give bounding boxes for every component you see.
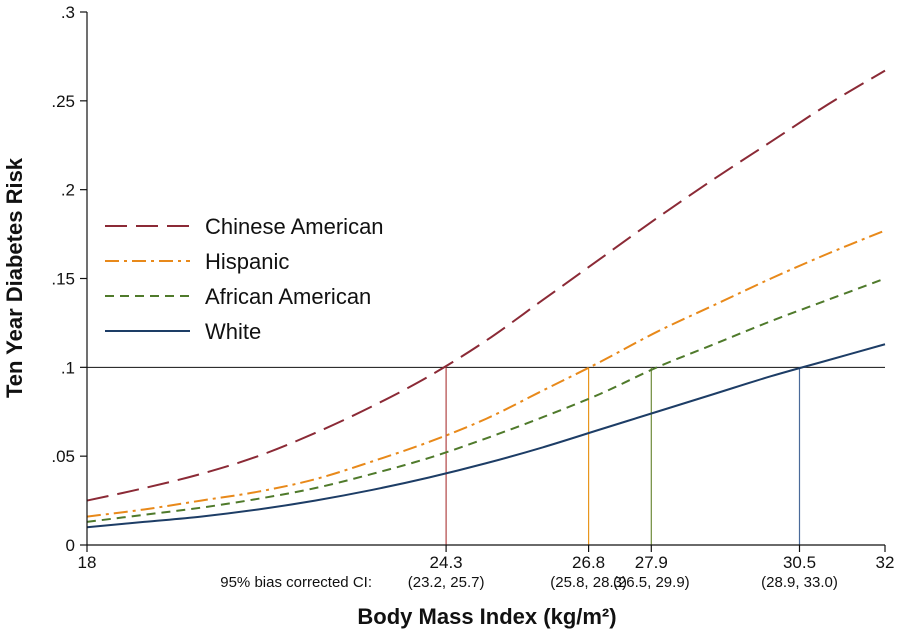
- threshold-markers: [445, 367, 801, 545]
- x-tick-label-3: 27.9: [635, 553, 668, 572]
- ci-label: 95% bias corrected CI:: [220, 574, 372, 591]
- x-tick-ci-4: (28.9, 33.0): [761, 574, 838, 591]
- series-line-0: [86, 69, 886, 502]
- x-tick-ci-2: (25.8, 28.3): [550, 574, 627, 591]
- legend-label-0: Chinese American: [205, 214, 384, 239]
- legend-label-1: Hispanic: [205, 249, 289, 274]
- series-line-2: [86, 277, 886, 523]
- x-tick-ci-1: (23.2, 25.7): [408, 574, 485, 591]
- y-tick-label-1: .05: [51, 447, 75, 466]
- x-tick-label-0: 18: [78, 553, 97, 572]
- y-tick-label-5: .25: [51, 92, 75, 111]
- y-ticks: 0 .05 .1 .15 .2 .25 .3: [51, 3, 87, 555]
- y-tick-label-0: 0: [66, 536, 75, 555]
- series-line-1: [86, 229, 886, 518]
- y-tick-label-6: .3: [61, 3, 75, 22]
- x-ticks: 18 24.3 (23.2, 25.7) 26.8 (25.8, 28.3) 27.9 (2…: [78, 545, 895, 591]
- y-tick-label-4: .2: [61, 181, 75, 200]
- y-axis-title: Ten Year Diabetes Risk: [2, 157, 27, 398]
- y-tick-label-2: .1: [61, 358, 75, 377]
- x-tick-label-1: 24.3: [430, 553, 463, 572]
- series-line-3: [86, 343, 886, 529]
- x-tick-label-2: 26.8: [572, 553, 605, 572]
- legend: Chinese American Hispanic African American…: [105, 214, 384, 344]
- legend-label-2: African American: [205, 284, 371, 309]
- x-tick-label-5: 32: [876, 553, 895, 572]
- x-axis-title: Body Mass Index (kg/m²): [357, 604, 616, 629]
- x-tick-label-4: 30.5: [783, 553, 816, 572]
- x-tick-ci-3: (26.5, 29.9): [613, 574, 690, 591]
- series-lines: [86, 69, 886, 529]
- y-tick-label-3: .15: [51, 270, 75, 289]
- legend-label-3: White: [205, 319, 261, 344]
